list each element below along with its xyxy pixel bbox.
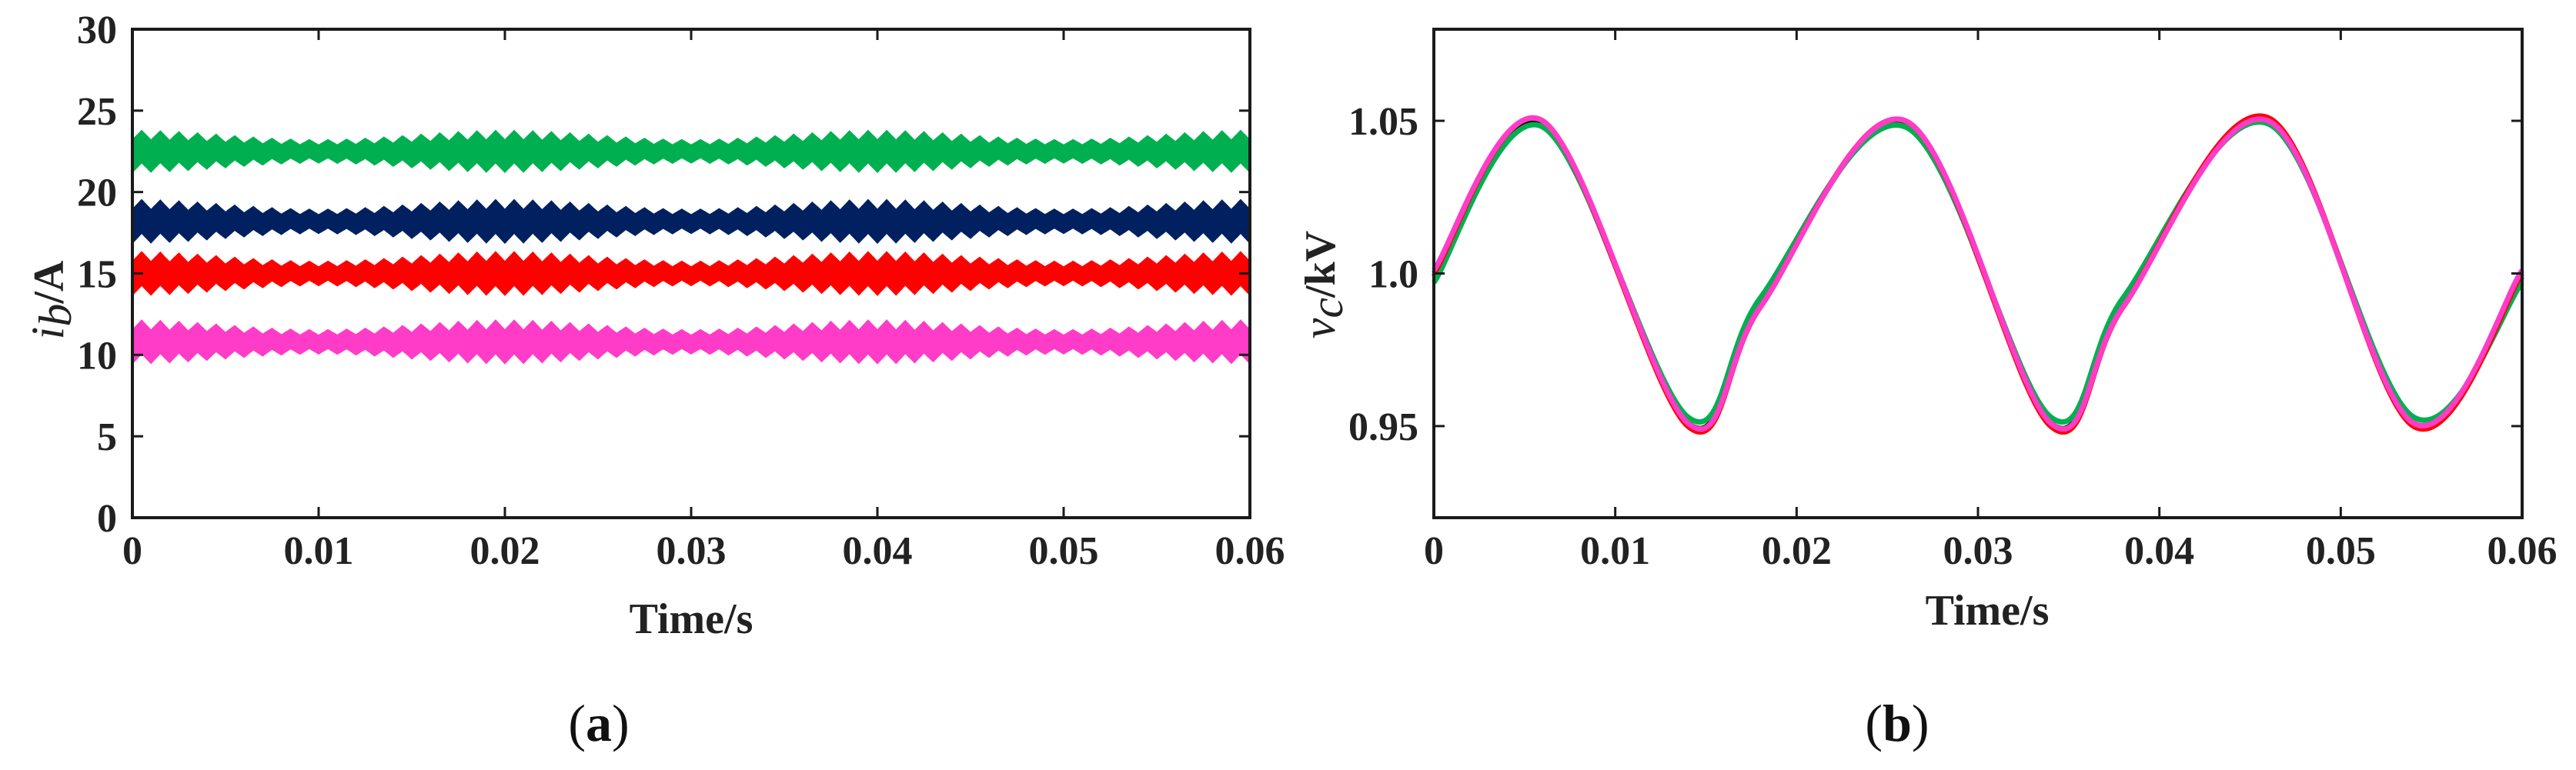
voltage-series-line: [1432, 115, 2524, 432]
x-tick-label: 0.03: [1943, 529, 2013, 573]
x-tick-label: 0.05: [2306, 529, 2376, 573]
voltage-series-line: [1432, 119, 2524, 425]
panel-b-label: (b): [1865, 694, 1929, 752]
y-tick-label: 10: [77, 334, 117, 378]
panel-b-x-axis-label: Time/s: [1926, 587, 2050, 635]
x-tick-label: 0: [122, 529, 142, 573]
panel-b-series-group: [1432, 113, 2524, 435]
panel-b-y-axis-label: vc/kV: [1294, 231, 1352, 338]
y-tick-label: 5: [97, 415, 117, 459]
x-tick-label: 0.04: [843, 529, 913, 573]
y-tick-label: 30: [77, 8, 117, 52]
panel-b-plot-frame: [1432, 28, 2524, 519]
voltage-series-line: [1432, 116, 2524, 432]
current-series-band: [132, 198, 1251, 245]
x-tick-label: 0.02: [1762, 529, 1832, 573]
y-tick-label: 1.0: [1368, 253, 1418, 297]
panel-b-x-ticks: 0 0.01 0.02 0.03 0.04 0.05 0.06: [1424, 29, 2558, 573]
x-tick-label: 0.04: [2124, 529, 2194, 573]
current-series-band: [132, 251, 1251, 297]
y-tick-label: 25: [77, 90, 117, 134]
panel-a-current-chart: 0 0.01 0.02 0.03 0.04 0.05 0.06 0 5 10 15 20 25 30 i…: [22, 8, 1285, 752]
y-tick-label: 20: [77, 172, 117, 215]
y-tick-label: 1.05: [1348, 100, 1418, 144]
x-tick-label: 0.01: [284, 529, 354, 573]
y-tick-label: 15: [77, 253, 117, 297]
x-tick-label: 0.05: [1029, 529, 1099, 573]
panel-a-series-group: [132, 129, 1251, 365]
panel-b-y-ticks: 0.95 1.0 1.05: [1348, 100, 2522, 449]
x-tick-label: 0.06: [2487, 529, 2558, 573]
panel-a-y-ticks: 0 5 10 15 20 25 30: [77, 8, 1250, 541]
panel-a-label: (a): [568, 694, 629, 752]
y-tick-label: 0.95: [1348, 405, 1418, 449]
panel-a-y-axis-label: ib/A: [22, 260, 81, 339]
panel-b-voltage-chart: 0 0.01 0.02 0.03 0.04 0.05 0.06 0.95 1.0 1.05 vc…: [1294, 28, 2558, 752]
panel-a-x-axis-label: Time/s: [630, 595, 753, 643]
x-tick-label: 0.01: [1580, 529, 1650, 573]
panel-a-x-ticks: 0 0.01 0.02 0.03 0.04 0.05 0.06: [122, 29, 1285, 573]
x-tick-label: 0.02: [470, 529, 540, 573]
x-tick-label: 0: [1424, 529, 1444, 573]
current-series-band: [132, 319, 1251, 365]
current-series-band: [132, 129, 1251, 174]
voltage-series-line: [1432, 113, 2524, 435]
x-tick-label: 0.06: [1215, 529, 1285, 573]
y-tick-label: 0: [97, 497, 117, 541]
x-tick-label: 0.03: [657, 529, 727, 573]
